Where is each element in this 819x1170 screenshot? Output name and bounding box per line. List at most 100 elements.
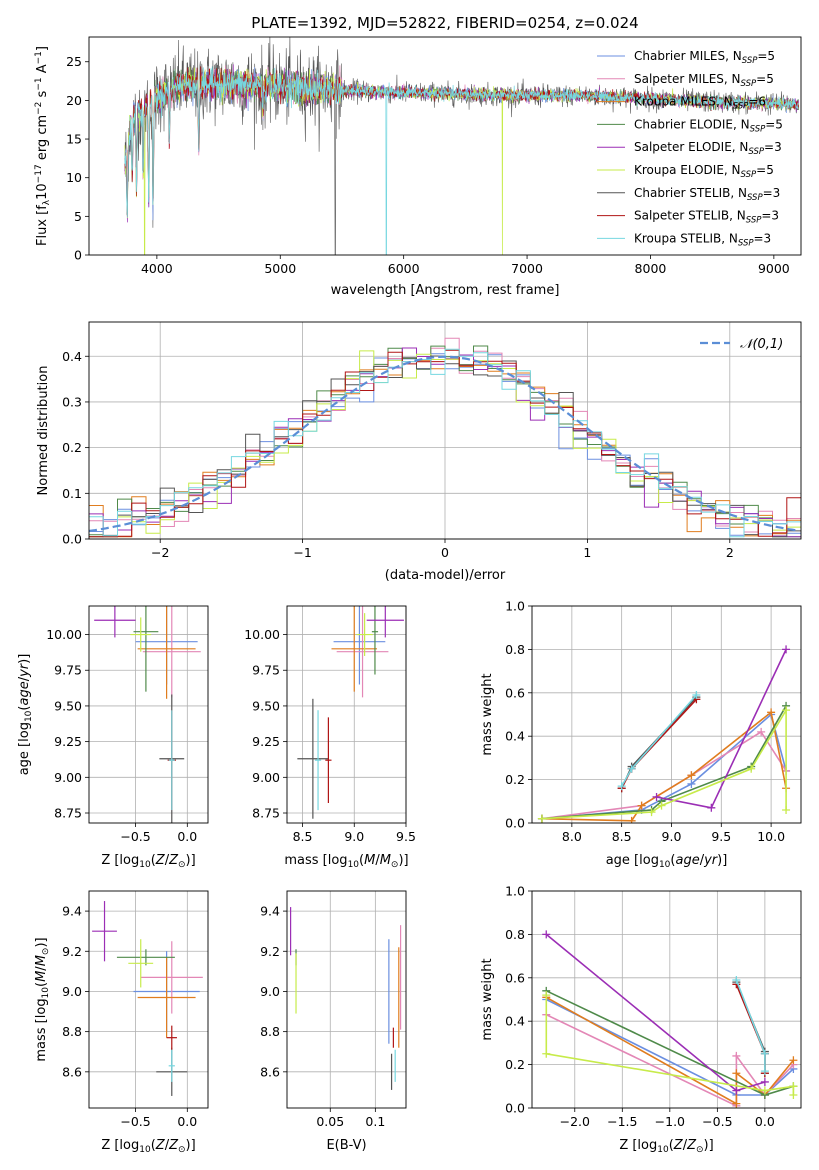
weight-marker-4 — [652, 792, 661, 801]
errorbar-point-2 — [331, 606, 378, 692]
y-tick-label: 9.00 — [252, 770, 280, 785]
y-tick-label: 1.0 — [505, 599, 525, 614]
x-tick-label: −0.5 — [702, 1114, 732, 1129]
y-tick-label: 0.2 — [505, 772, 525, 787]
x-tick-label: 4000 — [141, 261, 173, 276]
y-tick-label: 1.0 — [505, 884, 525, 899]
x-tick-label: 6000 — [388, 261, 420, 276]
y-tick-label: 0.0 — [505, 816, 525, 831]
y-tick-label: 10.00 — [244, 627, 280, 642]
panel-mass-vs-ebv: 0.05 0.1 8.6 8.8 9.0 9.2 9.4 E(B-V) — [260, 890, 407, 1153]
plot-area — [290, 907, 402, 1090]
weight-marker-5 — [657, 801, 666, 810]
x-tick-label: 9.5 — [396, 829, 416, 844]
errorbar-point-3 — [116, 949, 175, 966]
weight-marker-2 — [637, 801, 646, 810]
weight-marker-2 — [687, 771, 696, 780]
y-tick-label: 15 — [66, 132, 82, 147]
y-tick-label: 8.8 — [62, 1024, 82, 1039]
errorbar-point-4 — [366, 606, 404, 638]
y-tick-label: 9.2 — [62, 944, 82, 959]
legend-label: Kroupa MILES, NSSP=6 — [634, 95, 766, 112]
hist-step-1 — [89, 337, 801, 533]
legend-label: Salpeter STELIB, NSSP=3 — [634, 209, 779, 226]
weight-marker-4 — [760, 1077, 769, 1086]
legend-label: 𝒩(0,1) — [740, 337, 783, 352]
x-tick-label: 9000 — [758, 261, 790, 276]
weight-marker-8 — [692, 690, 701, 699]
y-axis-label: Normed distribution — [36, 366, 51, 496]
weight-marker-2 — [789, 1056, 798, 1065]
weight-marker-8 — [760, 1049, 769, 1058]
x-axis-label: Z [log10(Z/Z⊙)] — [101, 1138, 195, 1155]
x-tick-label: 0.0 — [755, 1114, 775, 1129]
y-tick-label: 0.8 — [505, 642, 525, 657]
panel-mass-vs-z: −0.5 0.0 8.6 8.8 9.0 9.2 9.4 Z [log10(Z/Z⊙)] mas… — [34, 890, 209, 1155]
errorbar-point-2 — [137, 957, 196, 1038]
errorbar-point-8 — [168, 1049, 175, 1082]
x-tick-label: 8.5 — [293, 829, 313, 844]
y-tick-label: 0.0 — [62, 532, 82, 547]
x-tick-label: 9.5 — [711, 829, 731, 844]
x-tick-label: 8.5 — [612, 829, 632, 844]
x-axis-label: Z [log10(Z/Z⊙)] — [619, 1138, 713, 1155]
x-tick-label: 10.0 — [757, 829, 785, 844]
y-tick-label: 8.8 — [260, 1024, 280, 1039]
weight-marker-5 — [747, 764, 756, 773]
x-tick-label: 2 — [726, 545, 734, 560]
panel-residual-hist: −2 −1 0 1 2 0.0 0.1 0.2 0.3 0.4 (data-model)/error… — [36, 321, 802, 583]
x-tick-label: 9.0 — [662, 829, 682, 844]
y-tick-label: 9.0 — [62, 984, 82, 999]
hist-step-8 — [89, 348, 801, 538]
x-axis-label: age [log10(age/yr)] — [606, 853, 728, 870]
weight-marker-0 — [687, 779, 696, 788]
plot-area — [542, 930, 798, 1108]
y-axis-label: mass weight — [480, 673, 495, 755]
errorbar-point-4 — [94, 606, 136, 638]
y-tick-label: 9.2 — [260, 944, 280, 959]
x-tick-label: −1 — [293, 545, 311, 560]
plot-area — [94, 606, 201, 823]
weight-line-5 — [541, 707, 787, 820]
errorbar-point-4 — [92, 901, 117, 962]
errorbar-point-6 — [297, 698, 329, 819]
x-axis-label: (data-model)/error — [385, 568, 506, 583]
weight-marker-2 — [767, 708, 776, 717]
axes-frame — [88, 36, 802, 256]
weight-marker-5 — [782, 706, 791, 715]
x-tick-label: −2.0 — [560, 1114, 590, 1129]
axes-frame — [531, 890, 802, 1109]
panel-age-vs-mass: 8.5 9.0 9.5 8.75 9.00 9.25 9.50 9.75 10.00 mass [… — [244, 605, 416, 870]
y-tick-label: 9.25 — [54, 734, 82, 749]
y-tick-label: 0.6 — [505, 685, 525, 700]
y-tick-label: 10.00 — [46, 627, 82, 642]
weight-marker-2 — [627, 816, 636, 823]
weight-marker-2 — [732, 1069, 741, 1078]
weight-marker-5 — [542, 991, 551, 1000]
legend-label: Chabrier STELIB, NSSP=3 — [634, 186, 780, 203]
legend: Chabrier MILES, NSSP=5 Salpeter MILES, NS… — [597, 49, 783, 248]
weight-marker-5 — [760, 1086, 769, 1095]
y-tick-label: 0.2 — [62, 440, 82, 455]
errorbar-point-1 — [336, 606, 389, 698]
x-tick-label: −1.0 — [655, 1114, 685, 1129]
panels: 4000 5000 6000 7000 8000 90000510152025wavele… — [17, 36, 802, 1155]
y-tick-label: 9.00 — [54, 770, 82, 785]
x-tick-label: 0.05 — [316, 1114, 344, 1129]
y-tick-label: 8.6 — [62, 1064, 82, 1079]
weight-marker-8 — [732, 975, 741, 984]
x-tick-label: 1 — [583, 545, 591, 560]
axes-frame — [286, 890, 407, 1109]
weight-marker-5 — [782, 805, 791, 814]
y-tick-label: 8.75 — [252, 806, 280, 821]
y-tick-label: 8.75 — [54, 806, 82, 821]
panel-age-vs-z: −0.5 0.0 8.75 9.00 9.25 9.50 9.75 10.00 Z [log10… — [17, 605, 209, 870]
y-tick-label: 0.4 — [505, 1014, 525, 1029]
weight-marker-1 — [732, 1051, 741, 1060]
weight-marker-8 — [617, 782, 626, 791]
x-tick-label: 0 — [441, 545, 449, 560]
axes-frame — [88, 321, 802, 540]
y-tick-label: 0.2 — [505, 1057, 525, 1072]
weight-marker-8 — [760, 1067, 769, 1076]
x-tick-label: 8000 — [635, 261, 667, 276]
